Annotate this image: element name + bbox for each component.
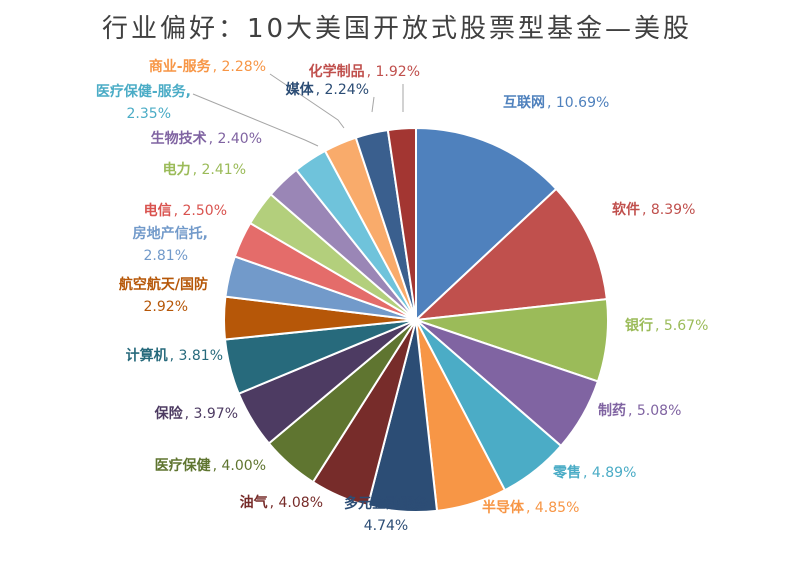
slice-label-11: 计算机, 3.81% bbox=[126, 347, 223, 364]
slice-value: , 5.67% bbox=[655, 318, 708, 334]
slice-category: 多元金融服务 bbox=[344, 495, 429, 512]
slice-category: 零售 bbox=[552, 464, 581, 481]
slice-label-9: 医疗保健, 4.00% bbox=[155, 457, 266, 474]
slice-category: 电信 bbox=[144, 202, 172, 219]
slice-value: , 8.39% bbox=[642, 202, 695, 218]
slice-value: , 2.40% bbox=[209, 131, 262, 147]
slice-category: 生物技术 bbox=[151, 130, 207, 147]
slice-value: , 5.08% bbox=[628, 403, 681, 419]
slice-category: 制药 bbox=[598, 402, 626, 419]
slice-value: , 4.00% bbox=[213, 458, 266, 474]
slice-label-2: 软件, 8.39% bbox=[612, 201, 695, 218]
slice-label-10: 保险, 3.97% bbox=[154, 405, 238, 422]
slice-category: 航空航天/国防 bbox=[119, 276, 208, 293]
slice-label-17: 医疗保健-服务, 2.35% bbox=[96, 83, 191, 122]
slice-label-20: 化学制品, 1.92% bbox=[309, 63, 420, 80]
slice-value: , 2.28% bbox=[213, 59, 266, 75]
pie-slice-20 bbox=[386, 126, 417, 321]
slice-label-14: 电信, 2.50% bbox=[144, 202, 227, 219]
slice-label-4: 制药, 5.08% bbox=[598, 402, 681, 419]
slice-value: , 4.85% bbox=[526, 500, 579, 516]
chart-title: 行业偏好：10大美国开放式股票型基金—美股 bbox=[101, 14, 693, 44]
slice-value: , 3.97% bbox=[185, 406, 238, 422]
pie-slice-1 bbox=[415, 126, 558, 323]
slice-value: , 4.08% bbox=[270, 495, 323, 511]
slice-label-3: 银行, 5.67% bbox=[625, 317, 708, 334]
leader-line-18 bbox=[269, 73, 345, 129]
slice-value: 4.74% bbox=[364, 518, 408, 534]
slice-category: 软件 bbox=[612, 201, 640, 218]
slice-category: 保险 bbox=[154, 405, 184, 422]
slice-label-13: 房地产信托, 2.81% bbox=[133, 225, 208, 264]
slice-label-16: 生物技术, 2.40% bbox=[151, 130, 262, 147]
slice-label-15: 电力, 2.41% bbox=[163, 161, 246, 178]
slice-category: 半导体 bbox=[482, 499, 525, 516]
slice-category: 油气 bbox=[240, 494, 268, 511]
slice-label-12: 航空航天/国防 2.92% bbox=[119, 276, 208, 315]
slice-category: 电力 bbox=[163, 161, 191, 178]
slice-category: 计算机 bbox=[126, 347, 168, 364]
slice-value: 2.92% bbox=[144, 299, 188, 315]
slice-value: , 10.69% bbox=[547, 95, 609, 111]
slice-value: , 1.92% bbox=[367, 64, 420, 80]
slice-value: , 3.81% bbox=[170, 348, 223, 364]
leader-line-17 bbox=[192, 93, 319, 147]
slice-value: , 2.24% bbox=[316, 82, 369, 98]
slice-category: 银行 bbox=[625, 317, 653, 334]
slice-value: , 2.50% bbox=[174, 203, 227, 219]
slice-label-6: 半导体, 4.85% bbox=[482, 499, 579, 516]
slice-value: 2.35% bbox=[127, 106, 171, 122]
slice-category: 商业-服务 bbox=[149, 58, 212, 75]
slice-label-5: 零售, 4.89% bbox=[552, 464, 636, 481]
slice-value: , 4.89% bbox=[583, 465, 636, 481]
slice-label-1: 互联网, 10.69% bbox=[503, 95, 609, 111]
slice-value: 2.81% bbox=[144, 248, 188, 264]
slice-category: 化学制品 bbox=[309, 63, 365, 80]
slice-category: 房地产信托, bbox=[133, 225, 208, 242]
pie-slice-2 bbox=[413, 187, 608, 322]
slice-label-8: 油气, 4.08% bbox=[240, 494, 323, 511]
slice-value: , 2.41% bbox=[193, 162, 246, 178]
slice-category: 互联网 bbox=[503, 95, 545, 111]
slice-category: 医疗保健-服务, bbox=[96, 83, 191, 100]
slice-category: 医疗保健 bbox=[155, 457, 211, 474]
slice-label-18: 商业-服务, 2.28% bbox=[149, 58, 266, 75]
leader-line-19 bbox=[371, 96, 375, 113]
slice-label-7: 多元金融服务 4.74% bbox=[344, 495, 429, 534]
slice-category: 媒体 bbox=[285, 81, 315, 98]
slice-label-19: 媒体, 2.24% bbox=[285, 81, 369, 98]
